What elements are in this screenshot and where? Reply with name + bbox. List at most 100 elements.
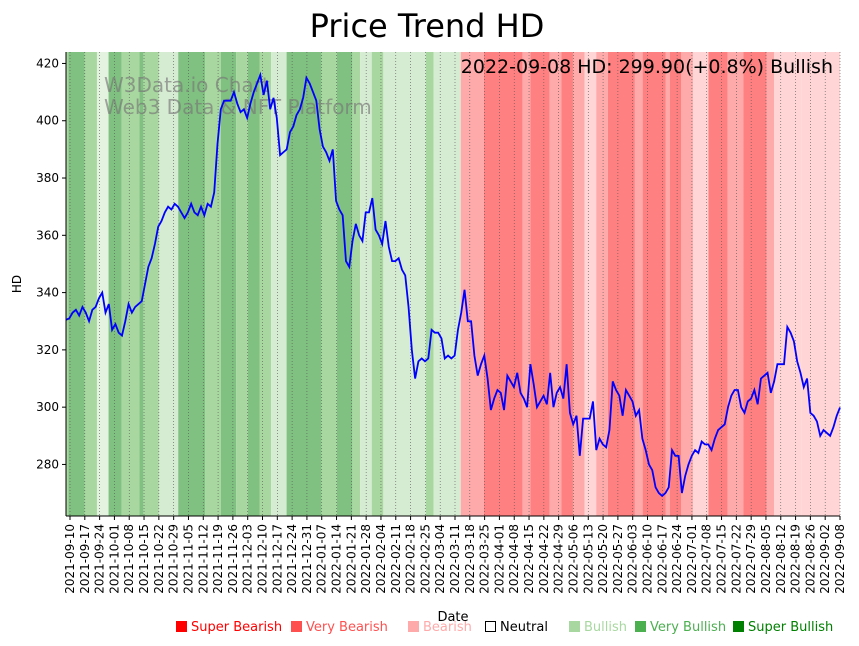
legend-label: Very Bearish [306, 620, 388, 635]
sentiment-band [634, 52, 643, 516]
x-tick-label: 2022-04-01 [492, 524, 506, 594]
x-tick-label: 2022-05-06 [566, 524, 580, 594]
sentiment-band [108, 52, 122, 516]
sentiment-band [259, 52, 272, 516]
x-tick-label: 2022-06-10 [641, 524, 655, 594]
price-line [65, 71, 841, 498]
legend-swatch-very-bearish [291, 621, 302, 632]
x-tick-label: 2021-12-17 [270, 524, 284, 594]
sentiment-band [642, 52, 666, 516]
sentiment-band [727, 52, 744, 516]
x-tick-label: 2022-06-24 [670, 524, 684, 594]
y-tick-label: 400 [36, 114, 59, 128]
sentiment-band [460, 52, 484, 516]
sentiment-band [205, 52, 221, 516]
sentiment-band [766, 52, 775, 516]
legend-very-bullish: Very Bullish [635, 620, 726, 635]
sentiment-band [220, 52, 237, 516]
x-tick-label: 2022-03-18 [463, 524, 477, 594]
y-tick-label: 280 [36, 457, 59, 471]
x-tick-label: 2022-03-25 [478, 524, 492, 594]
x-tick-label: 2022-06-17 [655, 524, 669, 594]
sentiment-bands [66, 52, 840, 516]
sentiment-band [371, 52, 384, 516]
x-tick-label: 2022-05-27 [611, 524, 625, 594]
x-tick-label: 2021-09-17 [78, 524, 92, 594]
legend-bearish: Bearish [408, 620, 472, 635]
y-tick-label: 380 [36, 171, 59, 185]
y-axis-label: HD [10, 275, 24, 293]
sentiment-band [336, 52, 353, 516]
sentiment-band [669, 52, 682, 516]
sentiment-band [158, 52, 179, 516]
sentiment-band [143, 52, 159, 516]
watermark-line-1: W3Data.io Chart [104, 73, 270, 97]
sentiment-band [665, 52, 670, 516]
y-tick-label: 320 [36, 343, 59, 357]
legend-neutral: Neutral [485, 620, 548, 635]
sentiment-band [383, 52, 426, 516]
x-tick-label: 2022-07-22 [729, 524, 743, 594]
x-tick-label: 2022-01-07 [315, 524, 329, 594]
x-tick-label: 2021-11-26 [226, 524, 240, 594]
sentiment-band [84, 52, 97, 516]
x-tick-label: 2021-11-12 [196, 524, 210, 594]
x-tick-label: 2022-08-19 [789, 524, 803, 594]
x-tick-label: 2021-10-01 [107, 524, 121, 594]
sentiment-band [178, 52, 206, 516]
x-tick-label: 2022-07-15 [715, 524, 729, 594]
x-axis: 2021-09-10 2021-09-17 2021-09-24 2021-10-01… [63, 516, 847, 594]
x-axis-label: Date [437, 610, 468, 625]
x-tick-label: 2022-09-02 [818, 524, 832, 594]
y-axis: 280 300 320 340 360 380 400 420 [36, 56, 66, 471]
x-tick-label: 2022-02-11 [389, 524, 403, 594]
x-tick-label: 2022-01-14 [330, 524, 344, 594]
x-tick-label: 2021-11-05 [181, 524, 195, 594]
sentiment-band [271, 52, 287, 516]
x-tick-label: 2022-04-22 [537, 524, 551, 594]
legend-swatch-neutral [485, 621, 496, 632]
x-tick-label: 2022-05-20 [596, 524, 610, 594]
x-tick-label: 2022-04-29 [552, 524, 566, 594]
x-tick-label: 2021-09-10 [63, 524, 77, 594]
sentiment-band [68, 52, 85, 516]
vertical-grid [69, 52, 841, 516]
legend-super-bullish: Super Bullish [733, 620, 833, 635]
x-tick-label: 2022-09-08 [833, 524, 847, 594]
x-tick-label: 2022-01-28 [359, 524, 373, 594]
sentiment-band [681, 52, 693, 516]
sentiment-band [121, 52, 140, 516]
sentiment-band [139, 52, 144, 516]
y-tick-label: 360 [36, 228, 59, 242]
x-tick-label: 2022-04-15 [522, 524, 536, 594]
x-tick-label: 2022-06-03 [626, 524, 640, 594]
x-tick-label: 2022-05-13 [581, 524, 595, 594]
y-tick-label: 300 [36, 400, 59, 414]
legend-swatch-bullish [569, 621, 580, 632]
x-tick-label: 2022-04-08 [507, 524, 521, 594]
sentiment-band [522, 52, 531, 516]
x-tick-label: 2021-12-31 [300, 524, 314, 594]
sentiment-band [247, 52, 260, 516]
sentiment-band [561, 52, 573, 516]
chart-title: Price Trend HD [310, 7, 545, 45]
sentiment-band [572, 52, 585, 516]
x-tick-label: 2022-02-18 [404, 524, 418, 594]
sentiment-band [483, 52, 523, 516]
legend-very-bearish: Very Bearish [291, 620, 388, 635]
x-tick-label: 2021-10-22 [152, 524, 166, 594]
sentiment-band [286, 52, 322, 516]
legend-bullish: Bullish [569, 620, 627, 635]
y-tick-label: 420 [36, 56, 59, 70]
sentiment-band [801, 52, 840, 516]
x-tick-label: 2021-12-24 [285, 524, 299, 594]
sentiment-band [743, 52, 767, 516]
legend-swatch-super-bullish [733, 621, 744, 632]
legend-swatch-super-bearish [176, 621, 187, 632]
sentiment-band [425, 52, 434, 516]
x-tick-label: 2021-10-08 [122, 524, 136, 594]
legend-label: Super Bearish [191, 620, 283, 635]
x-tick-label: 2022-08-26 [803, 524, 817, 594]
latest-price-annotation: 2022-09-08 HD: 299.90(+0.8%) Bullish [461, 56, 833, 78]
x-tick-label: 2022-02-25 [418, 524, 432, 594]
